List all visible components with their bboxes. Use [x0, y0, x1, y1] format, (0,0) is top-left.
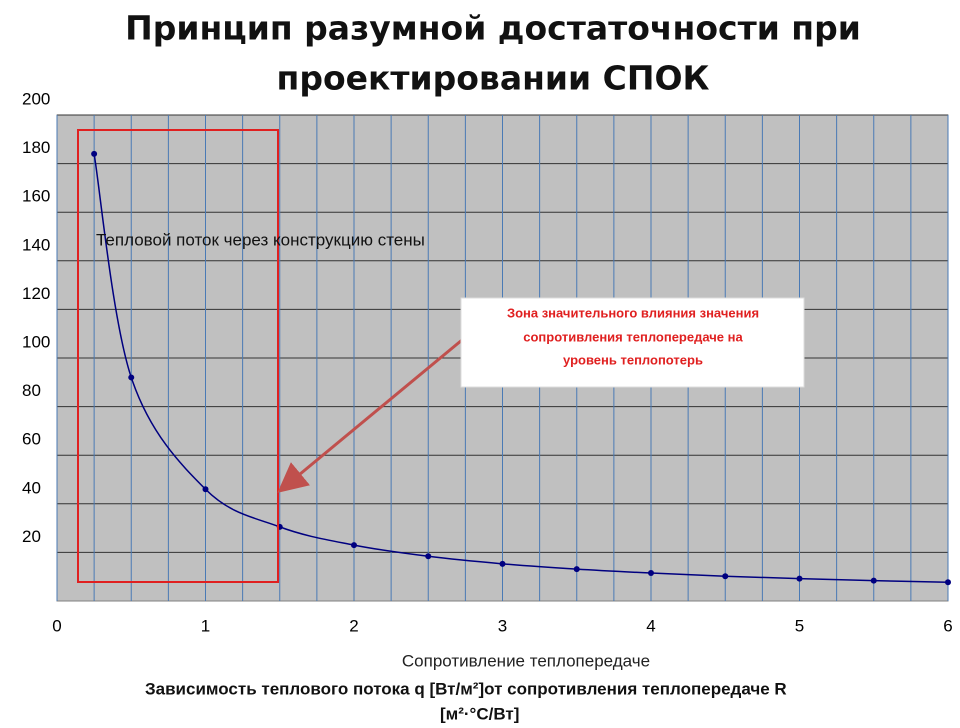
title-line: Принцип разумной достаточности при [125, 9, 861, 48]
series-line [93, 153, 949, 584]
y-tick-label: 60 [22, 430, 41, 449]
y-tick-label: 100 [22, 332, 50, 351]
x-tick-label: 2 [349, 616, 358, 635]
data-point [648, 570, 654, 577]
x-tick-label: 1 [201, 616, 210, 635]
x-tick-label: 0 [52, 616, 61, 635]
y-tick-label: 140 [22, 235, 50, 254]
data-point [796, 575, 803, 582]
data-point [722, 573, 729, 580]
annotation: уровень теплопотерь [563, 352, 703, 367]
data-point [91, 150, 98, 157]
y-tick-label: 200 [22, 89, 50, 108]
annotation: Зона значительного влияния значения [507, 305, 759, 320]
annotation-box [460, 297, 805, 388]
data-point [573, 566, 580, 573]
x-axis-label: Сопротивление теплопередаче [402, 651, 650, 670]
y-tick-label: 180 [22, 138, 50, 157]
y-tick-label: 160 [22, 187, 50, 206]
data-point [128, 374, 135, 381]
highlight-zone [77, 129, 279, 583]
data-point [425, 553, 432, 560]
x-tick-label: 4 [646, 616, 655, 635]
data-point [870, 577, 877, 584]
series-label: Тепловой поток через конструкцию стены [96, 230, 425, 249]
x-tick-label: 5 [795, 616, 804, 635]
title-line: проектировании СПОК [277, 59, 710, 98]
y-tick-label: 20 [22, 527, 41, 546]
arrow [277, 338, 463, 493]
annotation: сопротивления теплопередаче на [523, 329, 743, 344]
data-point [351, 542, 357, 549]
data-point [945, 579, 951, 586]
y-tick-label: 40 [22, 478, 41, 497]
y-tick-label: 120 [22, 284, 50, 303]
y-tick-label: 80 [22, 381, 41, 400]
data-point [202, 486, 209, 493]
x-tick-label: 6 [943, 616, 952, 635]
caption: [м²·°С/Вт] [440, 704, 519, 723]
caption: Зависимость теплового потока q [Вт/м²]от… [145, 679, 787, 698]
data-point [499, 560, 506, 567]
x-tick-label: 3 [498, 616, 507, 635]
